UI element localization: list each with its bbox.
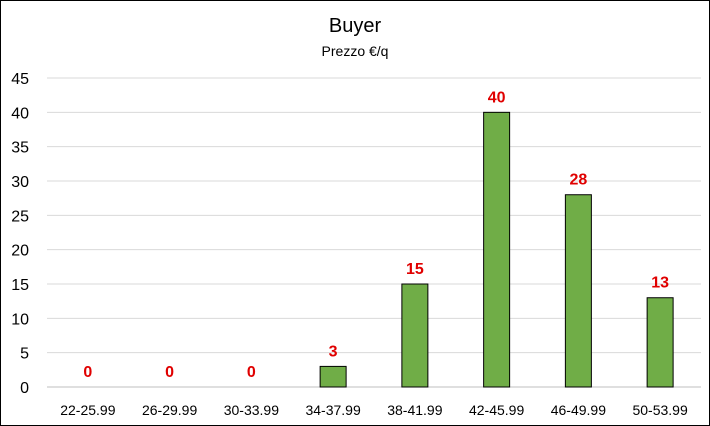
bar (401, 283, 429, 388)
data-label: 13 (651, 275, 669, 292)
data-label: 3 (329, 343, 338, 360)
y-tick-label: 25 (11, 208, 29, 225)
x-tick-label: 46-49.99 (551, 402, 606, 418)
gridlines (47, 77, 701, 388)
data-label: 0 (83, 364, 92, 381)
y-tick-label: 40 (11, 105, 29, 122)
x-tick-label: 26-29.99 (142, 402, 197, 418)
y-tick-label: 15 (11, 277, 29, 294)
x-tick-label: 50-53.99 (632, 402, 687, 418)
y-tick-label: 0 (20, 380, 29, 397)
y-tick-label: 35 (11, 140, 29, 157)
y-tick-label: 30 (11, 174, 29, 191)
bars (319, 111, 674, 388)
x-tick-label: 42-45.99 (469, 402, 524, 418)
y-tick-label: 5 (20, 346, 29, 363)
chart-subtitle: Prezzo €/q (322, 43, 389, 59)
y-tick-label: 45 (11, 71, 29, 88)
bar (646, 297, 674, 388)
y-tick-label: 10 (11, 311, 29, 328)
data-label: 0 (165, 364, 174, 381)
x-tick-label: 22-25.99 (60, 402, 115, 418)
y-tick-label: 20 (11, 243, 29, 260)
x-tick-label: 34-37.99 (305, 402, 360, 418)
x-axis-tick-labels: 22-25.99 26-29.99 30-33.99 34-37.99 38-41.99… (60, 402, 688, 418)
bar (483, 111, 511, 388)
y-axis-tick-labels: 0 5 10 15 20 25 30 35 40 45 (11, 71, 29, 397)
data-label: 15 (406, 261, 424, 278)
x-tick-label: 38-41.99 (387, 402, 442, 418)
data-label: 0 (247, 364, 256, 381)
chart-title: Buyer (329, 15, 382, 37)
bar (319, 365, 347, 388)
data-label: 28 (569, 172, 587, 189)
data-label: 40 (488, 89, 506, 106)
bar (564, 194, 592, 388)
data-labels: 0 0 0 3 15 40 28 13 (83, 89, 669, 381)
x-tick-label: 30-33.99 (224, 402, 279, 418)
